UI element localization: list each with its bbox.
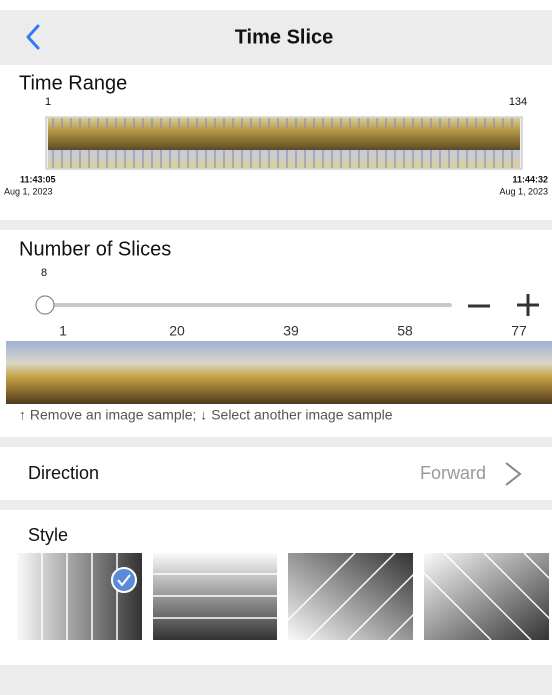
range-end-index: 134 — [509, 96, 527, 108]
range-end-time: 11:44:32 — [512, 174, 548, 184]
frame-image[interactable] — [234, 341, 348, 404]
separator — [0, 437, 552, 447]
chevron — [505, 462, 522, 486]
separator — [0, 220, 552, 230]
slider-value: 8 — [41, 267, 47, 279]
section-label: Style — [28, 525, 68, 545]
range-end-date: Aug 1, 2023 — [499, 186, 548, 196]
style-diagonal-up[interactable] — [268, 553, 475, 640]
style-horizontal[interactable] — [153, 553, 277, 640]
selected-check — [111, 567, 137, 593]
section-label: Number of Slices — [19, 238, 171, 260]
filmstrip[interactable] — [48, 118, 520, 168]
row-value: Forward — [420, 463, 486, 483]
back-button[interactable] — [26, 24, 40, 50]
row-label: Direction — [28, 463, 99, 483]
plus-button[interactable] — [517, 294, 539, 316]
style-vertical[interactable] — [17, 553, 142, 640]
frame-index: 58 — [397, 323, 413, 339]
range-start-time: 11:43:05 — [20, 174, 56, 184]
frame-image[interactable] — [348, 341, 462, 404]
section-label: Time Range — [19, 72, 127, 94]
frame-index: 77 — [511, 323, 527, 339]
frame-image[interactable] — [6, 341, 120, 404]
range-start-index: 1 — [45, 96, 51, 108]
hint-text: ↑ Remove an image sample; ↓ Select anoth… — [19, 407, 393, 423]
frame-index: 39 — [283, 323, 299, 339]
frame-image[interactable] — [120, 341, 234, 404]
frame-index: 1 — [59, 323, 67, 339]
frame-index: 20 — [169, 323, 185, 339]
style-diagonal-down[interactable] — [404, 553, 552, 640]
frame-image[interactable] — [462, 341, 552, 404]
nav-title: Time Slice — [235, 26, 334, 48]
range-start-date: Aug 1, 2023 — [4, 186, 53, 196]
bottom-bar — [0, 665, 552, 695]
separator — [0, 500, 552, 510]
direction-row[interactable]: Direction Forward — [0, 447, 552, 500]
nav-bar — [0, 10, 552, 65]
frame-strip: 1 20 39 58 77 — [6, 323, 552, 404]
slider-thumb[interactable] — [35, 295, 55, 315]
